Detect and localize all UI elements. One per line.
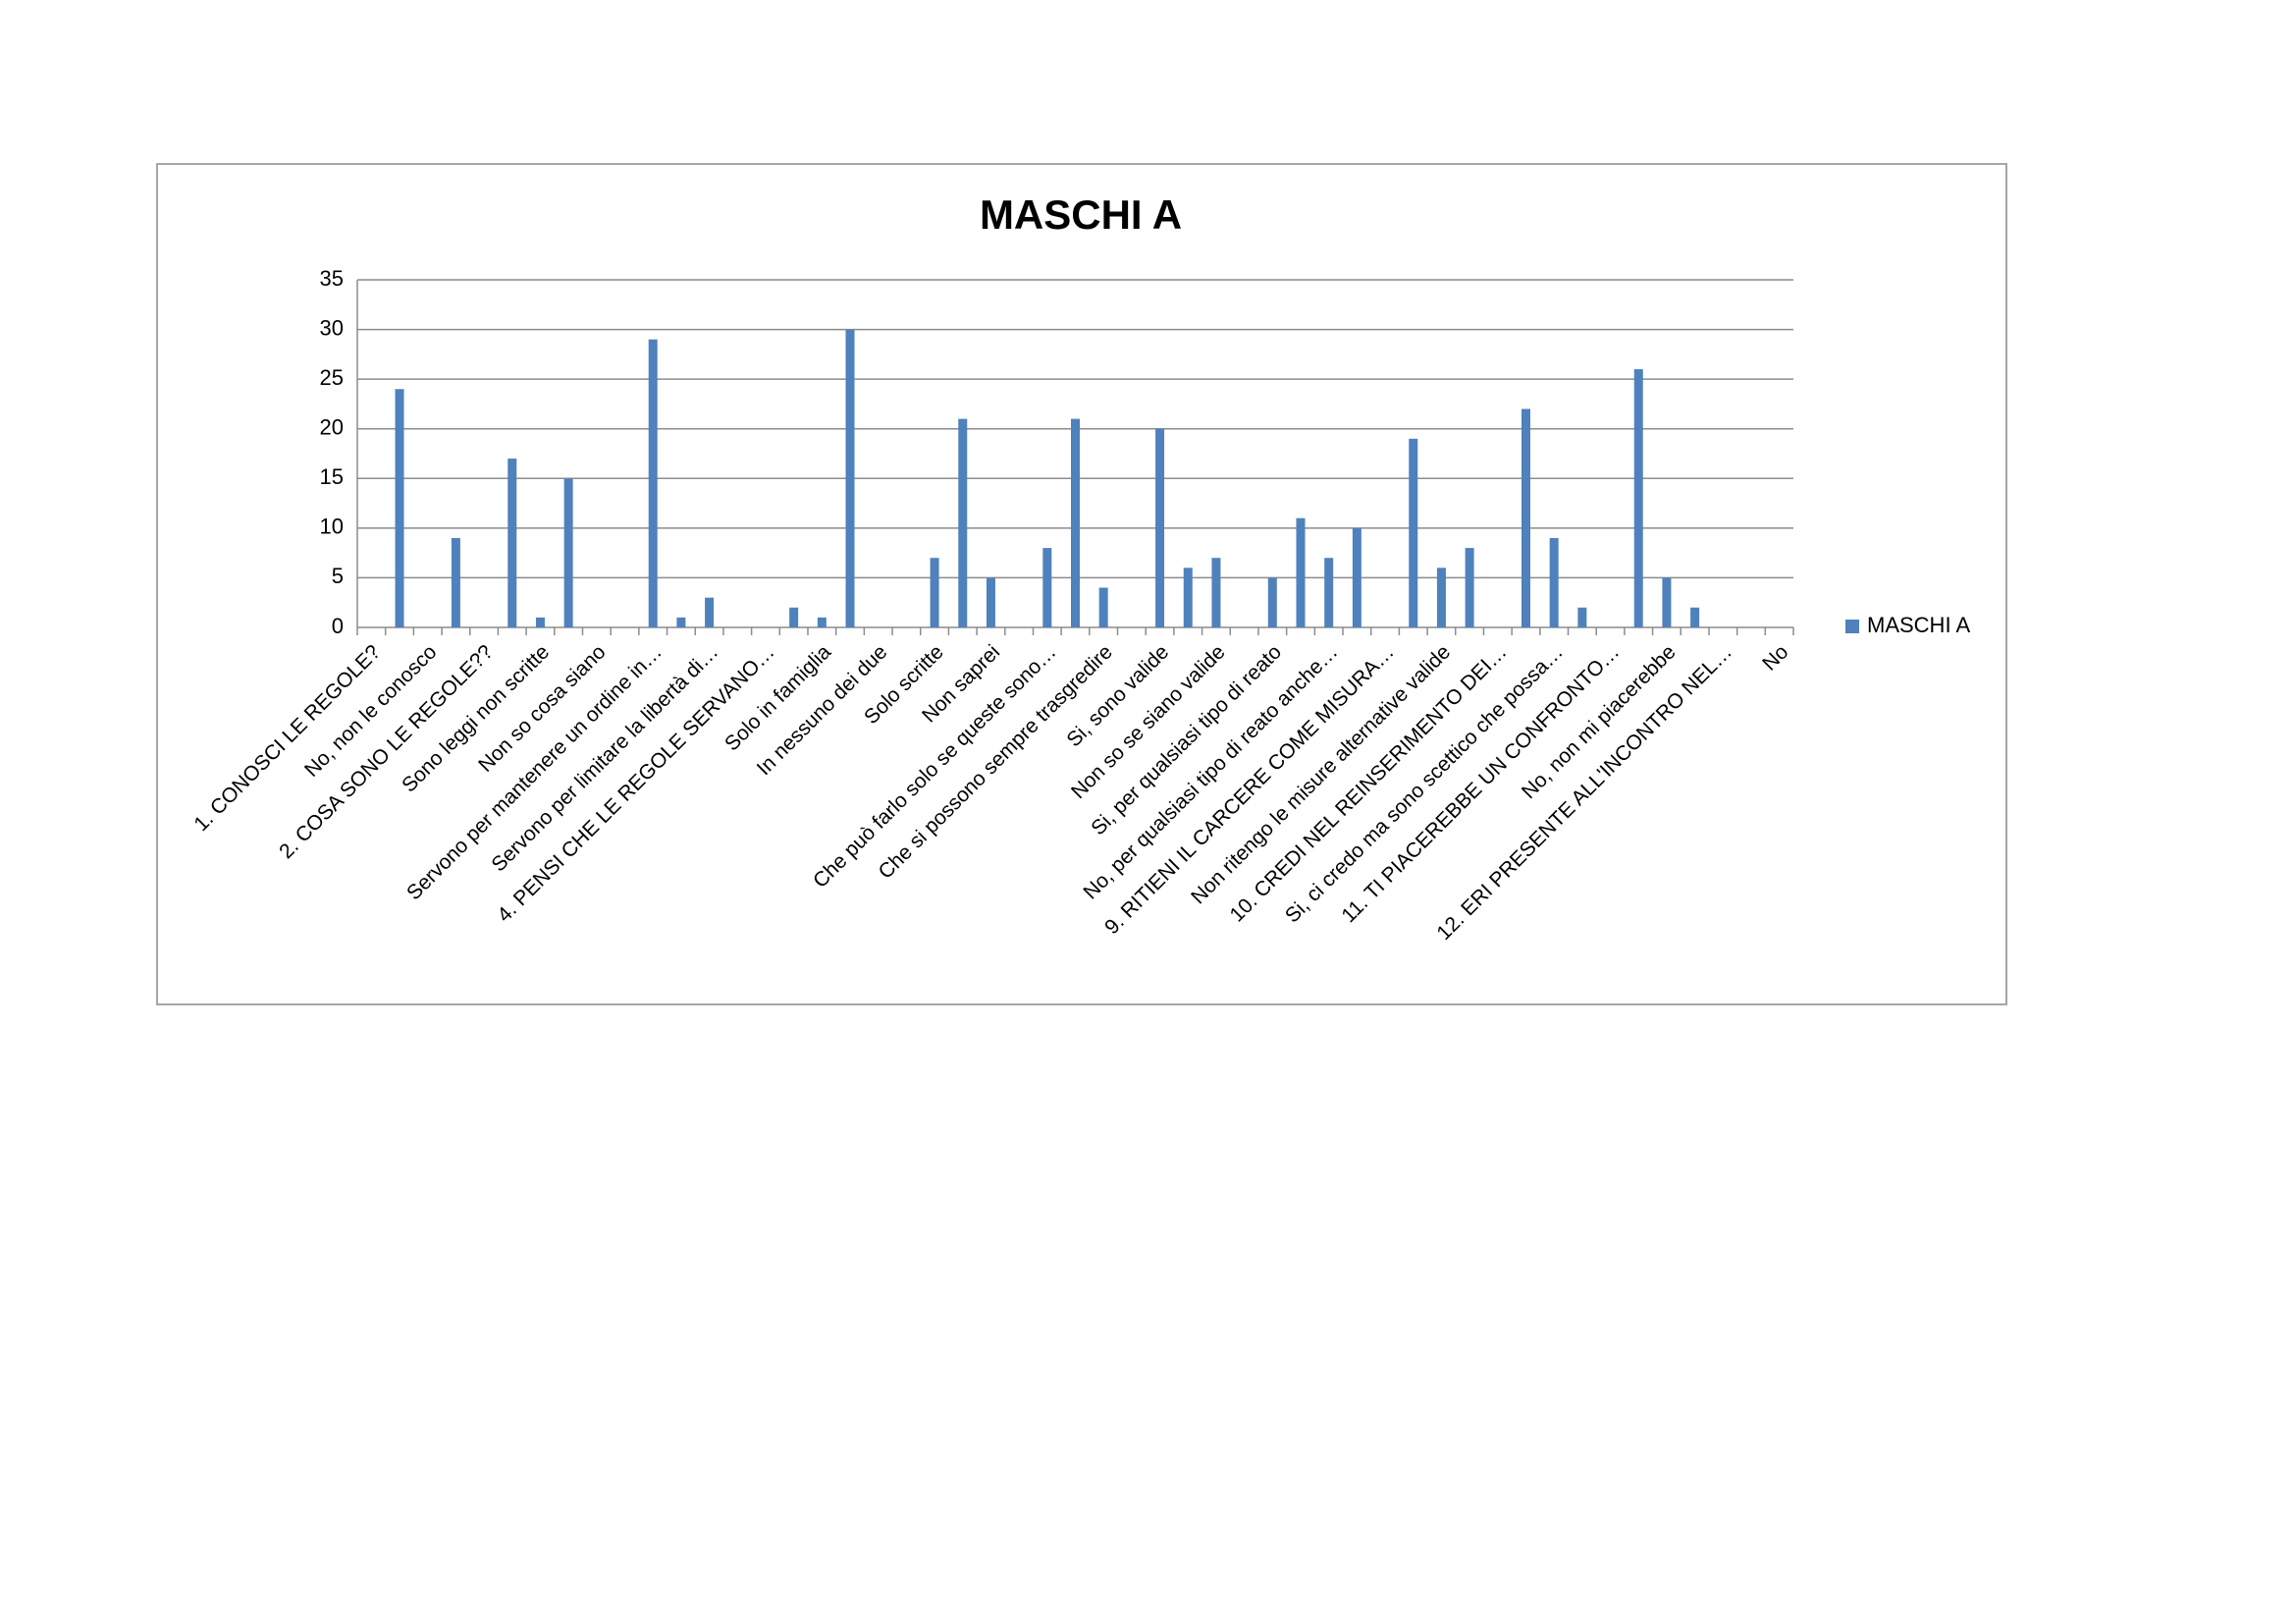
bar [1098,587,1108,627]
bar [845,329,855,627]
bar [1071,418,1080,627]
bar [1690,607,1700,627]
bar [395,389,404,627]
y-tick-label: 25 [320,365,344,390]
bar [958,418,968,627]
y-tick-label: 20 [320,415,344,440]
bar [986,577,995,627]
bar [1633,369,1643,627]
y-tick-label: 35 [320,266,344,291]
chart-frame [156,163,2007,1005]
bar [451,537,460,627]
bar [789,607,799,627]
bar [817,617,827,627]
y-tick-label: 0 [332,614,344,638]
bar [1155,428,1165,627]
bar [563,478,573,627]
bar [1211,558,1221,627]
bar [1465,548,1474,627]
chart-title: MASCHI A [980,191,1182,238]
bar [1352,527,1362,627]
legend-label: MASCHI A [1867,613,1970,637]
bar [1662,577,1672,627]
bar [676,617,686,627]
y-tick-label: 5 [332,564,344,588]
bar [1436,568,1446,627]
bar [930,558,939,627]
legend-swatch [1845,620,1859,633]
bar [1267,577,1277,627]
bar [1183,568,1193,627]
bar [1549,537,1559,627]
y-tick-label: 15 [320,464,344,489]
bar [1521,408,1530,627]
bar [1296,517,1306,627]
bar [1042,548,1052,627]
bar [1409,438,1418,627]
y-tick-label: 10 [320,514,344,539]
bar [1324,558,1334,627]
y-tick-label: 30 [320,315,344,340]
bar [1577,607,1587,627]
bar [705,597,715,627]
bar [507,459,517,627]
bar [535,617,545,627]
bar [648,339,658,627]
